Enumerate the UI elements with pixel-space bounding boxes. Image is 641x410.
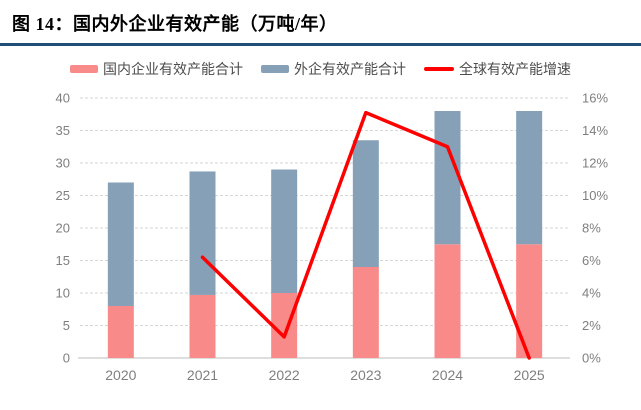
- left-axis-tick-label: 20: [56, 221, 70, 236]
- left-axis-tick-label: 15: [56, 253, 70, 268]
- bar-segment-domestic: [271, 293, 298, 358]
- bar-segment-foreign: [352, 140, 379, 267]
- right-axis-tick-label: 2%: [582, 318, 601, 333]
- bar-segment-domestic: [516, 244, 543, 358]
- bar-segment-domestic: [434, 244, 461, 358]
- x-axis-category-label: 2021: [187, 367, 218, 383]
- left-axis-tick-label: 30: [56, 156, 70, 171]
- left-axis-tick-label: 0: [63, 351, 70, 366]
- left-axis-tick-label: 40: [56, 91, 70, 106]
- right-axis-tick-label: 10%: [582, 188, 608, 203]
- left-axis-tick-label: 25: [56, 188, 70, 203]
- bar-segment-domestic: [189, 294, 216, 358]
- legend-label: 国内企业有效产能合计: [103, 63, 243, 78]
- right-axis-tick-label: 14%: [582, 123, 608, 138]
- bar-swatch-icon: [70, 65, 98, 73]
- bar-segment-foreign: [434, 111, 461, 245]
- bar-segment-foreign: [271, 169, 298, 293]
- right-axis-tick-label: 6%: [582, 253, 601, 268]
- legend-item-0: 国内企业有效产能合计: [70, 59, 243, 79]
- x-axis-category-label: 2024: [432, 367, 463, 383]
- bar-segment-foreign: [107, 182, 134, 306]
- right-axis-tick-label: 12%: [582, 156, 608, 171]
- bar-segment-foreign: [516, 111, 543, 245]
- x-axis-category-label: 2025: [514, 367, 545, 383]
- figure-title: 图 14：国内外企业有效产能（万吨/年）: [12, 14, 338, 34]
- bar-swatch-icon: [261, 65, 289, 73]
- title-rule: [0, 43, 641, 46]
- capacity-chart: 0 0% 5 2% 10 4% 15 6% 20 8% 25 10% 30 12% 35 14% 40 16% 20…: [56, 91, 609, 384]
- x-axis-category-label: 2023: [350, 367, 381, 383]
- left-axis-tick-label: 10: [56, 286, 70, 301]
- x-axis-category-label: 2022: [269, 367, 300, 383]
- line-swatch-icon: [424, 67, 454, 71]
- bar-segment-domestic: [352, 267, 379, 358]
- legend-item-2: 全球有效产能增速: [424, 59, 571, 79]
- left-axis-tick-label: 35: [56, 123, 70, 138]
- left-axis-tick-label: 5: [63, 318, 70, 333]
- legend-label: 外企有效产能合计: [294, 63, 406, 78]
- chart-legend: 国内企业有效产能合计 外企有效产能合计 全球有效产能增速: [0, 59, 641, 79]
- right-axis-tick-label: 16%: [582, 91, 608, 106]
- x-axis-category-label: 2020: [105, 367, 136, 383]
- bar-segment-foreign: [189, 171, 216, 295]
- legend-label: 全球有效产能增速: [459, 63, 571, 78]
- right-axis-tick-label: 0%: [582, 351, 601, 366]
- growth-line: [200, 110, 531, 360]
- chart-wrap: 0 0% 5 2% 10 4% 15 6% 20 8% 25 10% 30 12% 35 14% 40 16% 20…: [0, 83, 641, 403]
- right-axis-tick-label: 4%: [582, 286, 601, 301]
- figure-header: 图 14：国内外企业有效产能（万吨/年）: [0, 0, 641, 46]
- bar-segment-domestic: [107, 306, 134, 358]
- right-axis-tick-label: 8%: [582, 221, 601, 236]
- legend-item-1: 外企有效产能合计: [261, 59, 406, 79]
